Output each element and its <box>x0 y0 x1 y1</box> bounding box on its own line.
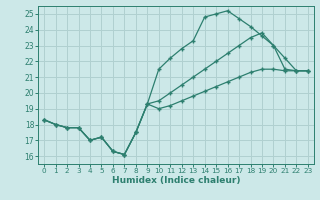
X-axis label: Humidex (Indice chaleur): Humidex (Indice chaleur) <box>112 176 240 185</box>
